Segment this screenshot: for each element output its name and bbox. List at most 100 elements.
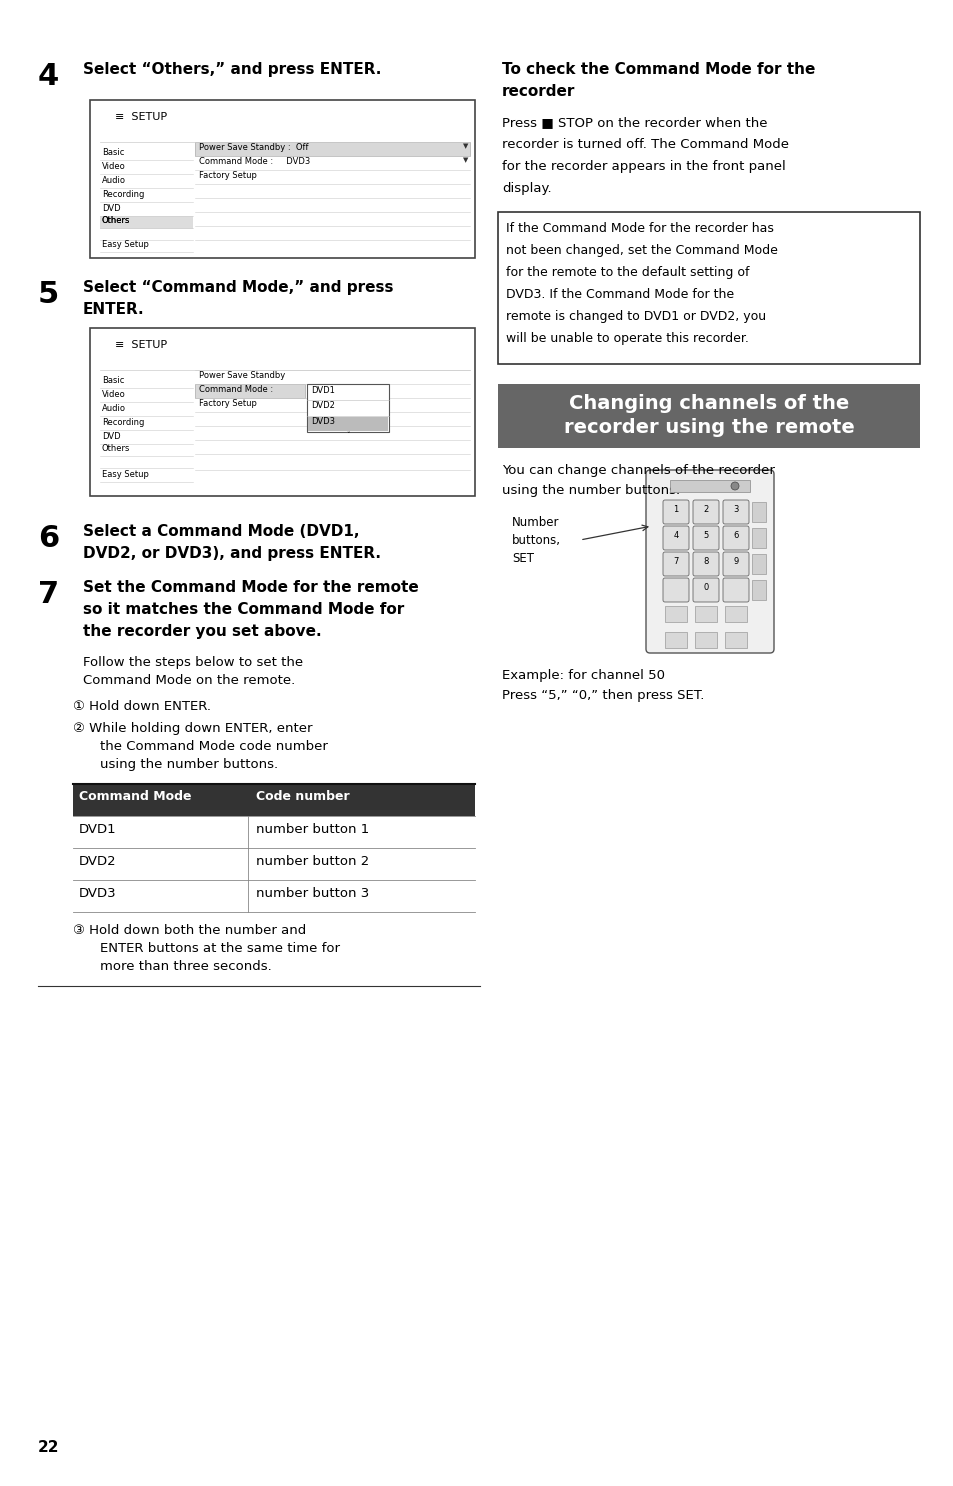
Text: for the remote to the default setting of: for the remote to the default setting of [505,266,749,279]
Text: 8: 8 [702,557,708,566]
Text: display.: display. [501,181,551,195]
Text: recorder: recorder [501,85,575,100]
Text: ② While holding down ENTER, enter: ② While holding down ENTER, enter [73,722,313,736]
Text: 0: 0 [702,583,708,591]
Text: 1: 1 [673,505,678,514]
Text: Easy Setup: Easy Setup [102,241,149,250]
Text: 7: 7 [673,557,678,566]
Text: Basic: Basic [102,376,124,385]
Text: Recording: Recording [102,190,144,199]
Text: Power Save Standby: Power Save Standby [199,372,285,380]
Bar [497,383,919,447]
Text: DVD1: DVD1 [79,823,116,837]
Text: 4: 4 [673,531,678,539]
Bar [497,212,919,364]
Text: so it matches the Command Mode for: so it matches the Command Mode for [83,602,404,617]
Text: 4: 4 [38,62,59,91]
Bar [751,502,765,522]
Text: Others: Others [102,215,131,224]
FancyBboxPatch shape [662,551,688,577]
Bar [751,580,765,600]
FancyBboxPatch shape [692,551,719,577]
Text: Audio: Audio [102,404,126,413]
Text: the Command Mode code number: the Command Mode code number [100,740,328,753]
Bar [73,849,475,880]
Text: 6: 6 [733,531,738,539]
Text: DVD3. If the Command Mode for the: DVD3. If the Command Mode for the [505,288,734,302]
Bar [194,143,470,156]
Text: Command Mode: Command Mode [79,791,192,802]
Text: Easy Setup: Easy Setup [102,470,149,478]
Text: Video: Video [102,389,126,400]
Text: To check the Command Mode for the: To check the Command Mode for the [501,62,815,77]
Text: You can change channels of the recorder: You can change channels of the recorder [501,464,774,477]
Text: Factory Setup: Factory Setup [199,400,256,409]
Bar [664,632,686,648]
Text: If the Command Mode for the recorder has: If the Command Mode for the recorder has [505,221,773,235]
Text: Power Save Standby :  Off: Power Save Standby : Off [199,143,308,152]
Text: 2: 2 [702,505,708,514]
Text: Press ■ STOP on the recorder when the: Press ■ STOP on the recorder when the [501,116,767,129]
Bar [307,383,389,432]
Text: the recorder you set above.: the recorder you set above. [83,624,321,639]
Text: not been changed, set the Command Mode: not been changed, set the Command Mode [505,244,777,257]
Text: DVD1: DVD1 [311,386,335,395]
Text: Code number: Code number [255,791,349,802]
Text: Changing channels of the: Changing channels of the [568,394,848,413]
Text: Select “Command Mode,” and press: Select “Command Mode,” and press [83,279,393,296]
FancyBboxPatch shape [645,470,773,652]
Text: using the number buttons.: using the number buttons. [100,758,278,771]
Text: will be unable to operate this recorder.: will be unable to operate this recorder. [505,331,748,345]
Text: ≡  SETUP: ≡ SETUP [115,340,167,351]
Bar [194,383,305,398]
Text: ▼: ▼ [462,143,468,149]
Bar [90,100,475,259]
Text: DVD2: DVD2 [79,854,116,868]
Text: Basic: Basic [102,149,124,158]
Text: ③ Hold down both the number and: ③ Hold down both the number and [73,924,306,938]
Text: Command Mode :     DVD3: Command Mode : DVD3 [199,158,310,166]
FancyBboxPatch shape [662,499,688,525]
Text: ENTER.: ENTER. [83,302,145,317]
Text: ENTER buttons at the same time for: ENTER buttons at the same time for [100,942,339,955]
FancyBboxPatch shape [722,551,748,577]
Bar [308,418,388,431]
FancyBboxPatch shape [722,526,748,550]
Text: Video: Video [102,162,126,171]
Text: ≡  SETUP: ≡ SETUP [115,111,167,122]
Text: for the recorder appears in the front panel: for the recorder appears in the front pa… [501,160,785,172]
Bar [751,554,765,574]
Text: DVD3: DVD3 [311,418,335,426]
Bar [73,785,475,816]
FancyBboxPatch shape [722,578,748,602]
Bar [724,632,746,648]
Bar [695,632,717,648]
Bar [90,328,475,496]
Text: 5: 5 [38,279,59,309]
Text: Recording: Recording [102,418,144,426]
Bar [664,606,686,623]
Text: 9: 9 [733,557,738,566]
Bar [100,215,193,229]
Text: Select “Others,” and press ENTER.: Select “Others,” and press ENTER. [83,62,381,77]
Text: 6: 6 [38,525,59,553]
FancyBboxPatch shape [722,499,748,525]
FancyBboxPatch shape [692,526,719,550]
Text: number button 2: number button 2 [255,854,369,868]
Text: DVD2: DVD2 [311,401,335,410]
Text: DVD: DVD [102,204,120,212]
Bar [669,480,749,492]
Text: using the number buttons.: using the number buttons. [501,484,679,496]
Text: Command Mode :: Command Mode : [199,385,273,394]
Text: Number
buttons,
SET: Number buttons, SET [512,516,560,565]
Text: Factory Setup: Factory Setup [199,171,256,180]
Text: 3: 3 [733,505,738,514]
Text: ˅: ˅ [346,432,350,438]
Text: Others: Others [102,215,131,224]
Text: number button 3: number button 3 [255,887,369,901]
Bar [751,528,765,548]
Text: Example: for channel 50: Example: for channel 50 [501,669,664,682]
Text: 7: 7 [38,580,59,609]
Text: Press “5,” “0,” then press SET.: Press “5,” “0,” then press SET. [501,690,703,701]
Bar [73,816,475,849]
